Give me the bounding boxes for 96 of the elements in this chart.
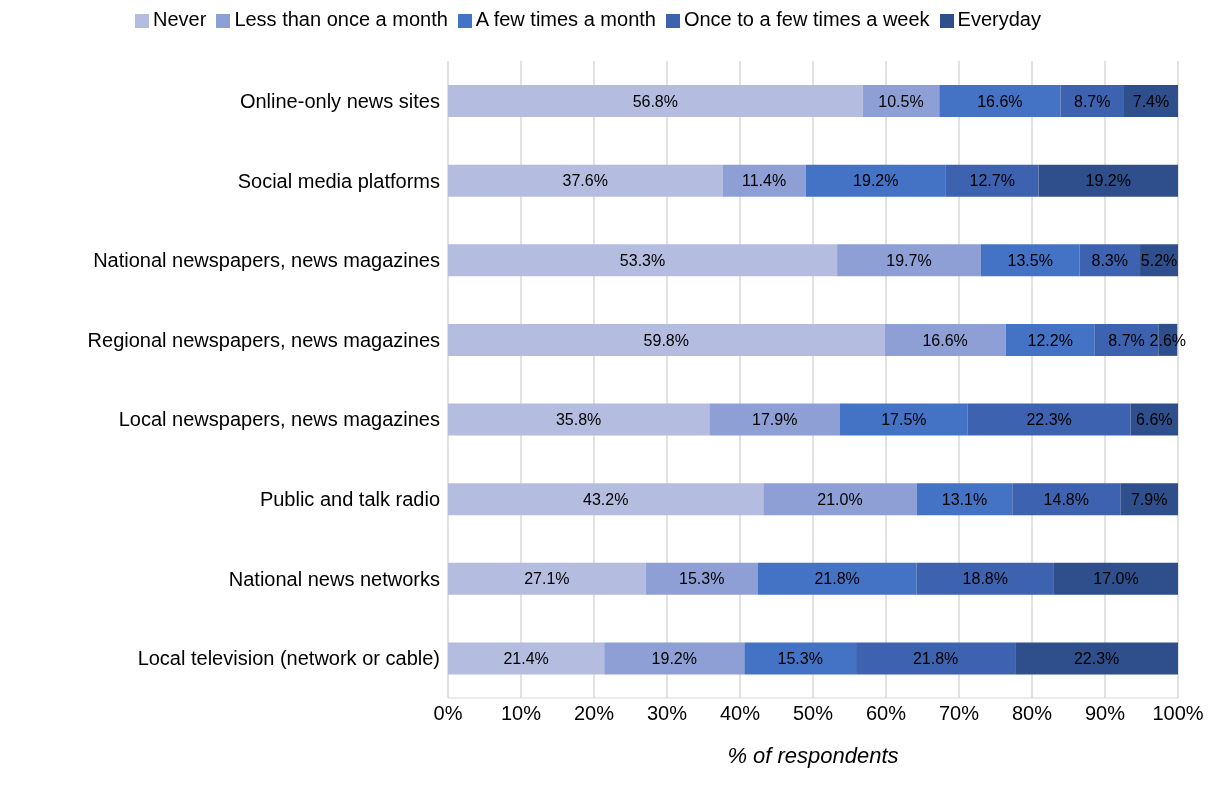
- bar: [805, 164, 946, 197]
- bar: [884, 323, 1006, 356]
- y-tick-label: Regional newspapers, news magazines: [87, 328, 440, 351]
- bar: [1060, 85, 1124, 117]
- x-axis-title: % of respondents: [727, 743, 899, 768]
- legend-label: Less than once a month: [234, 8, 448, 30]
- data-label: 10.5%: [878, 92, 924, 110]
- data-label: 22.3%: [1073, 650, 1120, 668]
- bar: [939, 85, 1061, 117]
- data-label: 7.4%: [1132, 92, 1170, 110]
- bar: [916, 483, 1013, 516]
- bar: [744, 642, 857, 675]
- bar: [448, 164, 723, 197]
- data-label: 59.8%: [643, 331, 689, 349]
- data-label: 53.3%: [619, 251, 666, 269]
- bar: [757, 562, 917, 595]
- data-label: 15.3%: [777, 650, 823, 668]
- x-tick-label: 50%: [792, 702, 834, 725]
- y-tick-label: National newspapers, news magazines: [93, 249, 440, 272]
- bar: [837, 244, 981, 277]
- x-tick-label: 0%: [433, 702, 463, 725]
- x-tick-label: 20%: [573, 702, 615, 725]
- bar: [1053, 562, 1178, 595]
- bar: [709, 403, 841, 436]
- legend-label: A few times a month: [475, 8, 656, 30]
- data-label: 7.9%: [1130, 490, 1168, 508]
- data-label: 56.8%: [632, 92, 679, 110]
- bar: [448, 85, 863, 117]
- data-label: 13.1%: [941, 490, 988, 508]
- data-label: 17.0%: [1093, 570, 1139, 588]
- bar: [840, 403, 968, 436]
- data-label: 37.6%: [562, 172, 608, 190]
- legend-label: Everyday: [957, 8, 1041, 30]
- data-label: 19.2%: [651, 650, 697, 668]
- x-tick-label: 100%: [1152, 702, 1204, 725]
- bar: [1005, 323, 1095, 356]
- data-label: 15.3%: [678, 570, 725, 588]
- data-label: 19.2%: [1085, 172, 1131, 190]
- data-label: 6.6%: [1136, 411, 1173, 429]
- bar: [763, 483, 917, 516]
- data-label: 5.2%: [1140, 251, 1178, 269]
- legend-label: Never: [153, 8, 207, 30]
- data-label: 14.8%: [1043, 490, 1089, 508]
- legend-label: Once to a few times a week: [683, 8, 930, 30]
- bar: [722, 164, 806, 197]
- x-tick-label: 10%: [500, 702, 542, 725]
- bar: [448, 642, 605, 675]
- y-tick-label: Online-only news sites: [239, 89, 440, 112]
- bar: [945, 164, 1039, 197]
- data-label: 21.0%: [817, 490, 863, 508]
- bar: [967, 403, 1131, 436]
- data-label: 16.6%: [922, 331, 968, 349]
- data-label: 8.7%: [1073, 92, 1111, 110]
- data-label: 19.2%: [853, 172, 899, 190]
- y-tick-label: Social media platforms: [237, 169, 440, 192]
- data-label: 12.2%: [1027, 331, 1073, 349]
- bar: [1015, 642, 1178, 675]
- data-label: 21.8%: [912, 650, 959, 668]
- bar: [1012, 483, 1121, 516]
- data-label: 19.7%: [886, 251, 932, 269]
- y-tick-label: Local television (network or cable): [137, 647, 440, 670]
- bar: [448, 562, 646, 595]
- data-label: 13.5%: [1007, 251, 1053, 269]
- x-tick-label: 70%: [938, 702, 980, 725]
- bar: [980, 244, 1080, 277]
- data-label: 18.8%: [962, 570, 1008, 588]
- data-label: 8.3%: [1091, 251, 1128, 269]
- bar: [448, 244, 838, 277]
- x-tick-label: 80%: [1011, 702, 1053, 725]
- y-tick-label: Public and talk radio: [259, 488, 440, 511]
- data-label: 11.4%: [742, 172, 787, 190]
- y-tick-label: National news networks: [228, 567, 440, 590]
- data-label: 12.7%: [969, 172, 1015, 190]
- bar: [448, 323, 885, 356]
- data-label: 35.8%: [555, 411, 602, 429]
- data-label: 17.9%: [751, 411, 798, 429]
- data-label: 27.1%: [524, 570, 570, 588]
- bar: [448, 403, 710, 436]
- bar: [1038, 164, 1178, 197]
- x-tick-label: 60%: [865, 702, 907, 725]
- data-label: 21.8%: [814, 570, 860, 588]
- data-label: 21.4%: [503, 650, 549, 668]
- data-label: 8.7%: [1108, 331, 1145, 349]
- data-label: 43.2%: [582, 490, 629, 508]
- y-tick-label: Local newspapers, news magazines: [118, 408, 440, 431]
- bar: [856, 642, 1016, 675]
- bar: [448, 483, 764, 516]
- bar: [604, 642, 745, 675]
- bar: [645, 562, 758, 595]
- data-label: 22.3%: [1026, 411, 1072, 429]
- x-tick-label: 90%: [1084, 702, 1126, 725]
- data-label: 17.5%: [881, 411, 927, 429]
- bar: [916, 562, 1054, 595]
- data-label: 16.6%: [977, 92, 1023, 110]
- x-tick-label: 30%: [646, 702, 688, 725]
- x-tick-label: 40%: [719, 702, 761, 725]
